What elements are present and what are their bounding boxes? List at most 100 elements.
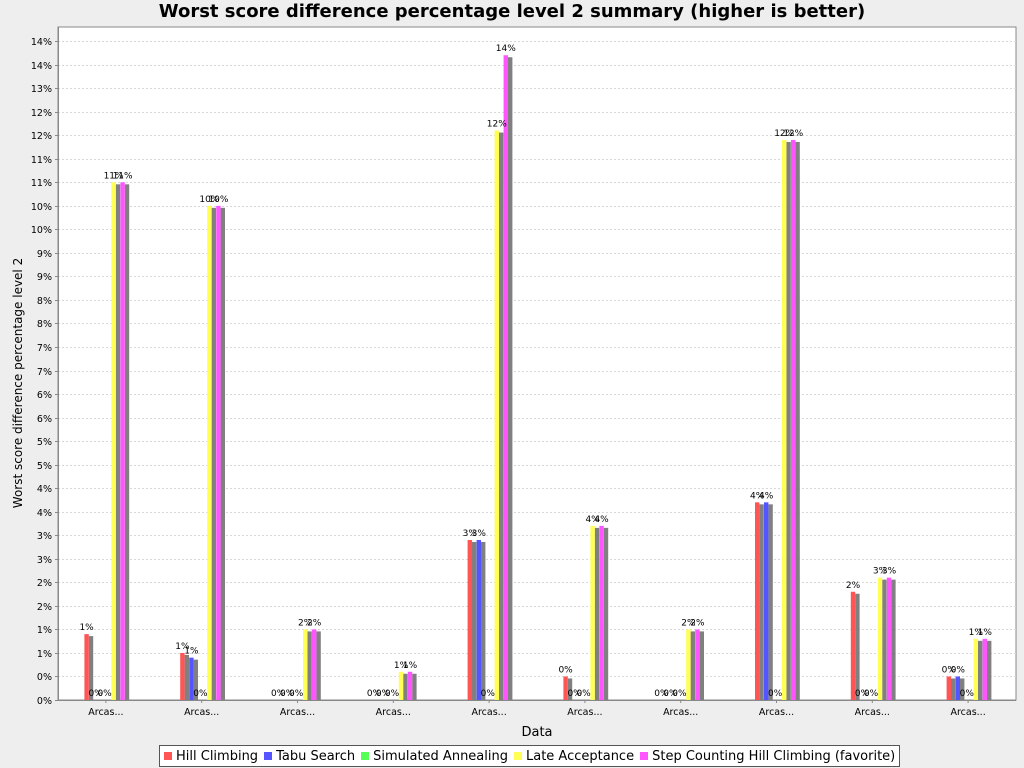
legend-label: Tabu Search [276, 748, 356, 764]
x-tick-label: Arcas... [471, 707, 506, 718]
data-label: 2% [681, 618, 696, 628]
bar-chart: 1%0%0%11%11%1%1%0%10%10%0%0%0%2%2%0%0%0%… [11, 26, 1017, 740]
data-label: 0% [672, 689, 687, 699]
bar [590, 525, 595, 700]
y-tick-label: 1% [37, 625, 52, 636]
x-tick-label: Arcas... [88, 707, 123, 718]
data-label: 0% [481, 689, 496, 699]
legend-swatch [640, 752, 649, 760]
data-label: 4% [750, 491, 765, 501]
legend-label: Hill Climbing [176, 748, 259, 764]
y-tick-label: 11% [31, 155, 52, 166]
y-tick-label: 5% [37, 437, 52, 448]
bar-shadow [690, 631, 695, 700]
data-label: 10% [208, 195, 228, 205]
bar-shadow [472, 541, 477, 700]
bar-shadow [508, 57, 513, 700]
data-label: 3% [463, 529, 478, 539]
data-label: 0% [193, 689, 208, 699]
bar [494, 130, 499, 701]
y-tick-label: 7% [37, 367, 52, 378]
data-label: 1% [394, 661, 409, 671]
data-label: 4% [585, 515, 600, 525]
bar-shadow [307, 631, 312, 700]
bar [686, 629, 691, 700]
bar-shadow [759, 504, 764, 700]
data-label: 0% [951, 665, 966, 675]
y-axis-title: Worst score difference percentage level … [11, 258, 25, 508]
data-label: 0% [97, 689, 112, 699]
bar [476, 539, 481, 700]
bar-shadow [891, 579, 896, 700]
y-tick-label: 12% [31, 108, 52, 119]
data-label: 2% [690, 618, 705, 628]
bar [955, 676, 960, 700]
bar [467, 539, 472, 700]
bar-shadow [403, 673, 408, 700]
data-label: 0% [280, 689, 295, 699]
bar-shadow [987, 640, 992, 700]
bars [84, 55, 992, 701]
data-label: 3% [873, 567, 888, 577]
x-tick-label: Arcas... [376, 707, 411, 718]
y-tick-label: 10% [31, 202, 52, 213]
data-labels: 1%0%0%11%11%1%1%0%10%10%0%0%0%2%2%0%0%0%… [79, 44, 992, 699]
bar [180, 652, 185, 700]
chart-title: Worst score difference percentage level … [158, 1, 866, 22]
bar-shadow [499, 132, 504, 701]
x-tick-label: Arcas... [567, 707, 602, 718]
bar-shadow [184, 654, 189, 700]
bar-shadow [481, 541, 486, 700]
y-tick-label: 13% [31, 84, 52, 95]
legend-swatch [164, 752, 172, 760]
data-label: 0% [663, 689, 678, 699]
legend-swatch [361, 752, 370, 760]
bar-shadow [594, 527, 600, 700]
y-tick-label: 12% [31, 131, 52, 142]
plot-area [57, 26, 1017, 701]
y-tick-label: 4% [37, 508, 52, 519]
bar-shadow [567, 678, 573, 700]
gridlines [57, 26, 1017, 701]
bar [207, 205, 212, 700]
bar [303, 629, 308, 700]
data-label: 0% [855, 689, 870, 699]
data-label: 1% [79, 623, 94, 633]
bar-shadow [882, 579, 887, 700]
legend-label: Simulated Annealing [373, 748, 508, 764]
bar [216, 205, 221, 700]
bar [312, 629, 317, 700]
bar [791, 139, 796, 700]
y-tick-label: 3% [37, 555, 52, 566]
bar-shadow [412, 673, 417, 700]
bar-shadow [211, 207, 216, 700]
bar-shadow [193, 659, 198, 700]
bar-shadow [786, 141, 791, 700]
bar [886, 577, 892, 700]
data-label: 0% [576, 689, 591, 699]
data-label: 2% [307, 618, 322, 628]
data-label: 0% [558, 665, 573, 675]
data-label: 0% [654, 689, 669, 699]
bar-shadow [88, 636, 94, 700]
data-label: 11% [104, 171, 124, 181]
data-label: 0% [271, 689, 286, 699]
y-tick-label: 7% [37, 343, 52, 354]
bar [946, 676, 951, 700]
y-tick-label: 2% [37, 602, 52, 613]
legend-item: Hill Climbing [164, 749, 258, 764]
y-tick-label: 11% [31, 178, 52, 189]
bar-shadow [115, 184, 121, 701]
legend-item: Late Acceptance [513, 749, 634, 764]
x-axis-title: Data [521, 725, 552, 740]
x-tick-label: Arcas... [855, 707, 890, 718]
y-tick-label: 6% [37, 390, 52, 401]
bar-shadow [960, 678, 965, 700]
y-tick-label: 9% [37, 272, 52, 283]
bar [189, 657, 194, 700]
legend-item: Tabu Search [264, 749, 355, 764]
bar-shadow [316, 631, 321, 700]
data-label: 0% [768, 689, 783, 699]
data-label: 1% [978, 628, 993, 638]
bar [84, 634, 89, 700]
